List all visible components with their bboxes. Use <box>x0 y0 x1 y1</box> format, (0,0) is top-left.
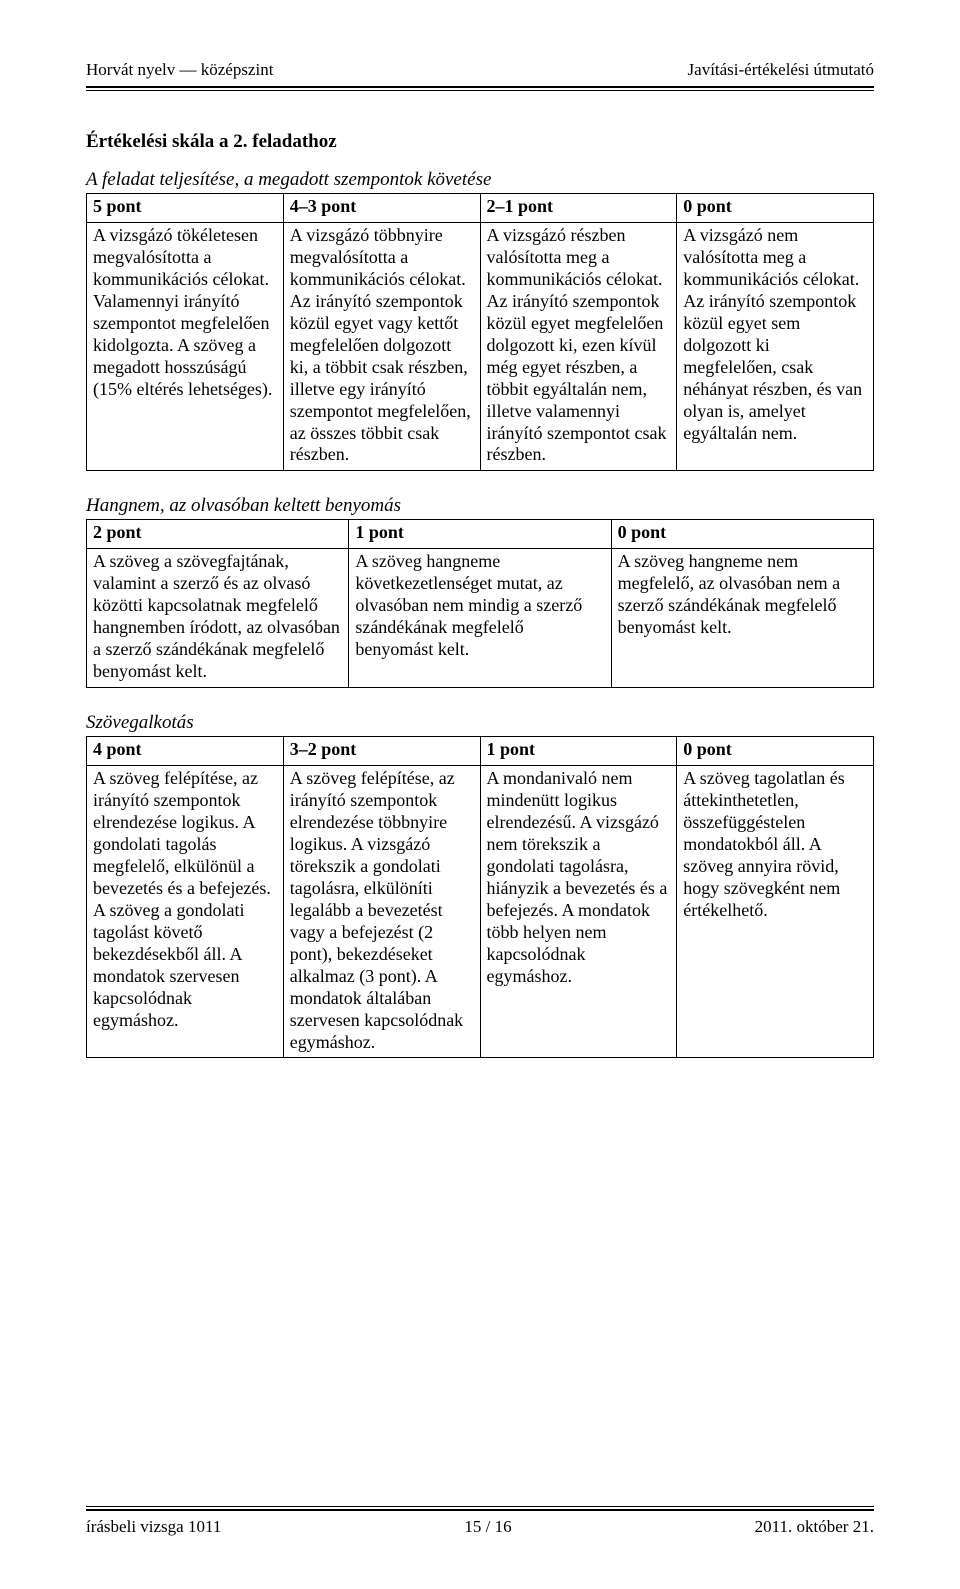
col-head: 2–1 pont <box>480 194 677 223</box>
section2-subtitle: Hangnem, az olvasóban keltett benyomás <box>86 495 874 517</box>
col-head: 4 pont <box>87 737 284 766</box>
table-row: 2 pont 1 pont 0 pont <box>87 520 874 549</box>
table-row: 4 pont 3–2 pont 1 pont 0 pont <box>87 737 874 766</box>
col-head: 1 pont <box>349 520 611 549</box>
section1-subtitle: A feladat teljesítése, a megadott szempo… <box>86 169 874 191</box>
cell-text: A szöveg tagolatlan és áttekinthetetlen,… <box>677 766 874 1058</box>
footer-rule <box>86 1506 874 1511</box>
col-head: 0 pont <box>677 737 874 766</box>
col-head: 2 pont <box>87 520 349 549</box>
cell-text: A szöveg felépítése, az irányító szempon… <box>87 766 284 1058</box>
page: Horvát nyelv — középszint Javítási-érték… <box>0 0 960 1589</box>
section2-table: 2 pont 1 pont 0 pont A szöveg a szövegfa… <box>86 519 874 688</box>
table-row: A vizsgázó tökéletesen megvalósította a … <box>87 222 874 470</box>
table-row: 5 pont 4–3 pont 2–1 pont 0 pont <box>87 194 874 223</box>
page-title: Értékelési skála a 2. feladathoz <box>86 131 874 153</box>
header-left-text: Horvát nyelv — középszint <box>86 60 273 80</box>
section1-table: 5 pont 4–3 pont 2–1 pont 0 pont A vizsgá… <box>86 193 874 471</box>
col-head: 0 pont <box>611 520 873 549</box>
col-head: 3–2 pont <box>283 737 480 766</box>
cell-text: A szöveg hangneme nem megfelelő, az olva… <box>611 549 873 688</box>
cell-text: A vizsgázó tökéletesen megvalósította a … <box>87 222 284 470</box>
cell-text: A vizsgázó részben valósította meg a kom… <box>480 222 677 470</box>
cell-text: A vizsgázó nem valósította meg a kommuni… <box>677 222 874 470</box>
col-head: 5 pont <box>87 194 284 223</box>
page-header: Horvát nyelv — középszint Javítási-érték… <box>86 60 874 80</box>
header-rule <box>86 86 874 91</box>
col-head: 0 pont <box>677 194 874 223</box>
header-right-text: Javítási-értékelési útmutató <box>688 60 874 80</box>
cell-text: A szöveg hangneme következetlenséget mut… <box>349 549 611 688</box>
footer-right: 2011. október 21. <box>755 1517 874 1537</box>
col-head: 1 pont <box>480 737 677 766</box>
cell-text: A vizsgázó többnyire megvalósította a ko… <box>283 222 480 470</box>
table-row: A szöveg felépítése, az irányító szempon… <box>87 766 874 1058</box>
table-row: A szöveg a szövegfajtának, valamint a sz… <box>87 549 874 688</box>
footer-left: írásbeli vizsga 1011 <box>86 1517 221 1537</box>
section3-table: 4 pont 3–2 pont 1 pont 0 pont A szöveg f… <box>86 736 874 1058</box>
col-head: 4–3 pont <box>283 194 480 223</box>
page-footer: írásbeli vizsga 1011 15 / 16 2011. októb… <box>86 1517 874 1537</box>
cell-text: A szöveg a szövegfajtának, valamint a sz… <box>87 549 349 688</box>
section3-subtitle: Szövegalkotás <box>86 712 874 734</box>
footer-center: 15 / 16 <box>464 1517 511 1537</box>
cell-text: A szöveg felépítése, az irányító szempon… <box>283 766 480 1058</box>
cell-text: A mondanivaló nem mindenütt logikus elre… <box>480 766 677 1058</box>
